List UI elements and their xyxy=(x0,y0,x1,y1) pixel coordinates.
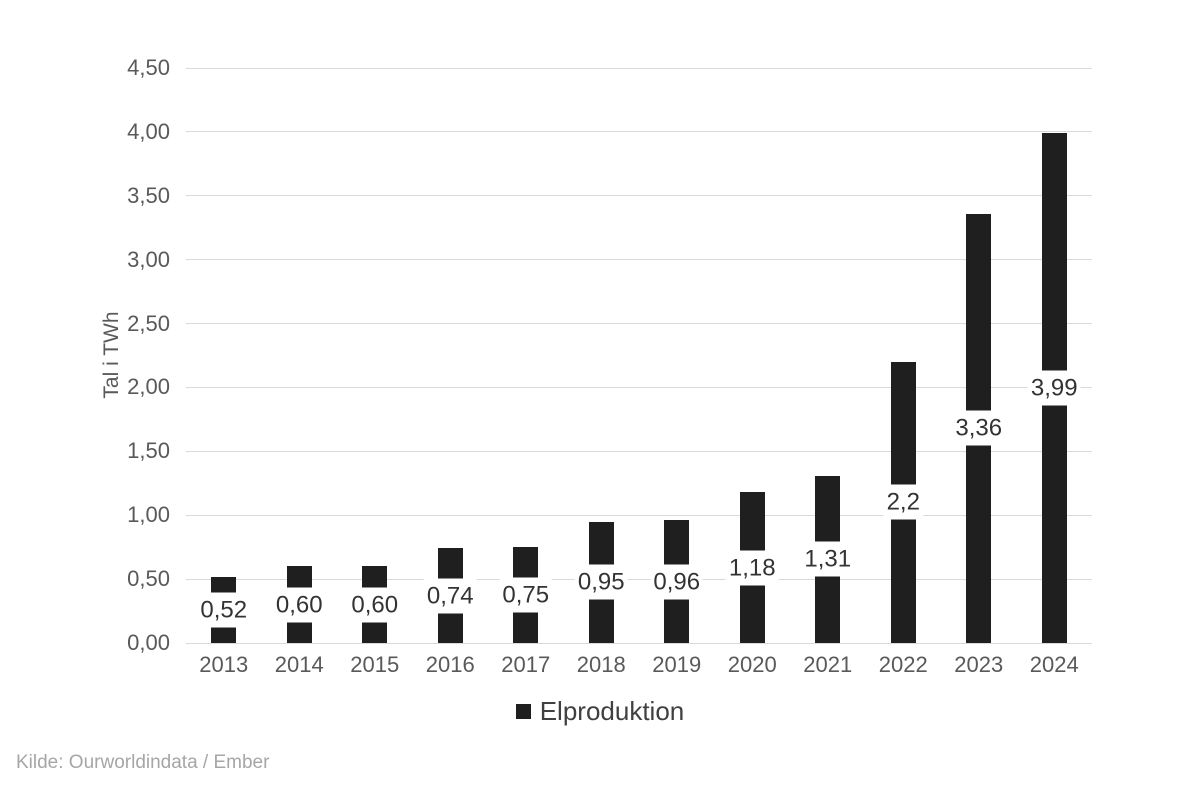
bar-value-label: 1,31 xyxy=(801,541,855,577)
bar-value-label: 3,36 xyxy=(952,410,1006,446)
x-tick-label: 2018 xyxy=(576,652,626,677)
gridline xyxy=(186,259,1092,261)
y-tick-label: 1,50 xyxy=(127,438,170,464)
gridline xyxy=(186,450,1092,452)
x-tick-label: 2019 xyxy=(652,652,702,677)
gridline xyxy=(186,131,1092,133)
gridline xyxy=(186,195,1092,197)
legend-label: Elproduktion xyxy=(539,696,685,726)
y-tick-label: 4,50 xyxy=(127,55,170,80)
y-tick-label: 3,00 xyxy=(127,246,170,272)
x-tick-label: 2014 xyxy=(274,652,324,677)
bar-value-label: 3,99 xyxy=(1027,370,1081,406)
x-tick-label: 2022 xyxy=(878,652,928,677)
y-tick-label: 1,00 xyxy=(127,502,170,528)
y-tick-label: 0,50 xyxy=(127,566,170,592)
gridline xyxy=(186,642,1092,644)
x-tick-label: 2024 xyxy=(1029,652,1079,677)
gridline xyxy=(186,323,1092,325)
y-tick-label: 4,00 xyxy=(127,118,170,144)
bar-value-label: 2,2 xyxy=(883,484,923,520)
bar-value-label: 0,60 xyxy=(272,587,326,623)
bar-value-label: 0,96 xyxy=(650,564,704,600)
y-tick-label: 3,50 xyxy=(127,182,170,208)
x-tick-label: 2017 xyxy=(501,652,551,677)
bar-value-label: 0,95 xyxy=(574,564,628,600)
bar-value-label: 0,52 xyxy=(197,592,251,628)
y-tick-label: 2,50 xyxy=(127,310,170,336)
gridline xyxy=(186,386,1092,388)
y-tick-label: 2,00 xyxy=(127,374,170,400)
x-tick-label: 2015 xyxy=(350,652,400,677)
legend-marker-icon xyxy=(515,704,531,719)
gridline xyxy=(186,67,1092,69)
y-tick-label: 0,00 xyxy=(127,630,170,655)
x-tick-label: 2021 xyxy=(803,652,853,677)
x-tick-label: 2020 xyxy=(727,652,777,677)
x-tick-label: 2013 xyxy=(199,652,249,677)
bar-value-label: 1,18 xyxy=(725,550,779,586)
x-tick-label: 2016 xyxy=(425,652,475,677)
bar-value-label: 0,75 xyxy=(499,577,553,613)
x-tick-label: 2023 xyxy=(954,652,1004,677)
gridline xyxy=(186,514,1092,516)
gridline xyxy=(186,578,1092,580)
bar-value-label: 0,60 xyxy=(348,587,402,623)
source-note: Kilde: Ourworldindata / Ember xyxy=(16,752,270,773)
bar-value-label: 0,74 xyxy=(423,578,477,614)
legend: Elproduktion xyxy=(0,696,1200,727)
